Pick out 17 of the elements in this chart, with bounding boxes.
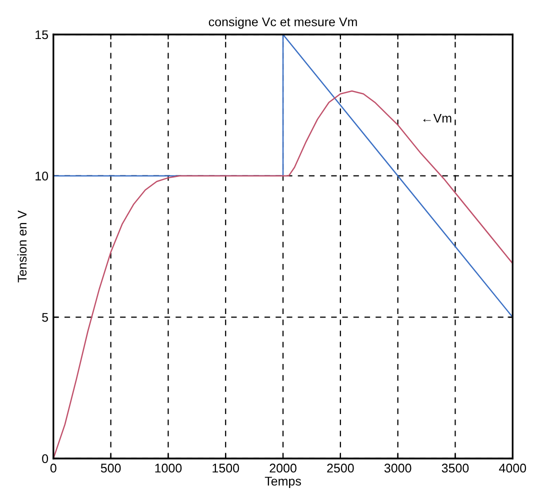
x-tick-label: 2000 (270, 464, 296, 473)
x-axis-title: Temps (264, 476, 301, 488)
y-tick-label: 15 (36, 30, 48, 40)
y-tick-label: 10 (36, 172, 48, 180)
x-tick-label: 1000 (155, 464, 182, 473)
x-tick-label: 3000 (384, 464, 412, 473)
x-tick-label: 1500 (212, 464, 240, 473)
chart-title: consigne Vc et mesure Vm (208, 17, 357, 29)
y-tick-label: 0 (42, 454, 48, 464)
x-tick-label: 3500 (442, 464, 469, 473)
x-tick-label: 500 (100, 464, 121, 473)
y-axis-title: Tension en V (17, 210, 27, 282)
x-tick-label: 4000 (499, 464, 526, 473)
annotation: ←Vm (423, 114, 452, 123)
x-tick-label: 2500 (327, 464, 354, 473)
x-tick-label: 0 (50, 464, 56, 473)
y-tick-label: 5 (42, 313, 48, 322)
